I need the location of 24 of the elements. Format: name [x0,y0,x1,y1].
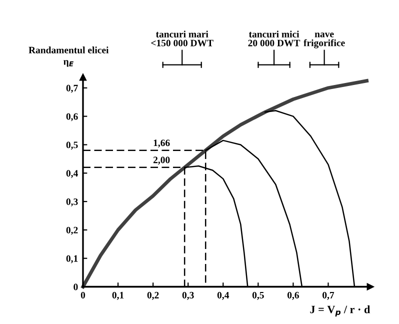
y-axis-title: Randamentul elicei η$_{E}$ [28,46,109,67]
x-tick-label: 0,7 [322,292,334,300]
y-tick-label: 0,2 [66,226,78,235]
x-axis-title: J = V$_{p}$ / r · d [310,305,370,317]
x-tick-label: 0,4 [217,292,230,300]
annotation: 2,00 [153,156,170,165]
annotation: 1,66 [154,140,170,148]
y-tick-label: 0,6 [66,113,78,122]
y-tick-label: 0,7 [66,84,78,93]
y-tick-label: 0,1 [66,255,78,264]
text: tancuri mici 20 000 DWT [248,30,300,46]
x-tick-label: 0 [80,292,86,298]
x-tick-label: 0,3 [182,292,194,300]
y-tick-label: 0,4 [66,170,78,178]
y-tick-label: 0,3 [66,198,78,206]
y-tick-label: 0,5 [66,142,78,150]
y-tick-label: 0 [74,284,78,290]
x-tick-label: 0,2 [147,292,159,300]
text: nave frigorifice [304,32,345,48]
text: tancuri mari <150 000 DWT [151,30,214,46]
x-tick-label: 0,1 [112,292,124,300]
line-series [81,79,369,288]
x-tick-label: 0,6 [287,292,299,300]
x-tick-label: 0,5 [252,292,264,300]
